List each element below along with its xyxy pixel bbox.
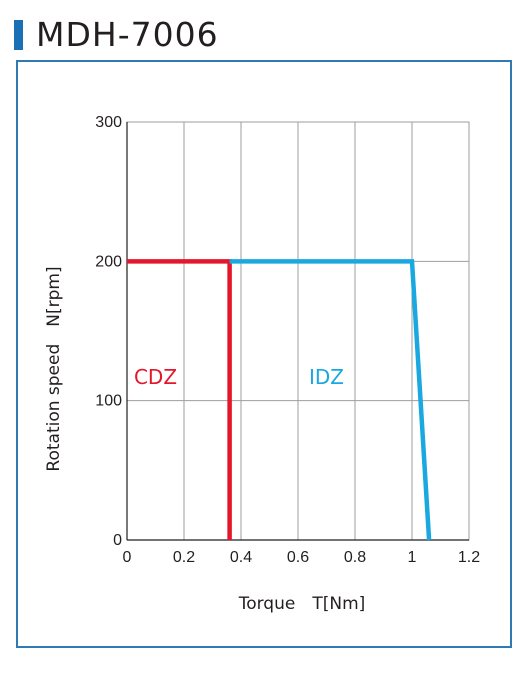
x-tick-label: 0.6 bbox=[287, 549, 309, 566]
title-accent-bar bbox=[14, 20, 23, 50]
series-label-cdz: CDZ bbox=[134, 365, 177, 389]
chart-series: CDZ IDZ bbox=[127, 259, 432, 541]
series-line-idz bbox=[229, 259, 432, 541]
chart-panel bbox=[16, 60, 512, 648]
chart-grid bbox=[126, 121, 470, 541]
x-tick-label: 0 bbox=[123, 549, 132, 566]
y-tick-label: 300 bbox=[95, 114, 122, 131]
x-tick-label: 0.4 bbox=[230, 549, 252, 566]
x-tick-label: 1 bbox=[408, 549, 417, 566]
chart-tick-labels: 0 0.2 0.4 0.6 0.8 1 1.2 0 100 200 300 bbox=[95, 114, 480, 566]
y-tick-label: 200 bbox=[95, 253, 122, 270]
y-tick-label: 100 bbox=[95, 393, 122, 410]
y-axis-label: Rotation speed N[rpm] bbox=[44, 266, 64, 471]
y-tick-label: 0 bbox=[113, 532, 122, 549]
x-tick-label: 0.2 bbox=[173, 549, 195, 566]
x-tick-label: 1.2 bbox=[458, 549, 480, 566]
series-label-idz: IDZ bbox=[309, 365, 344, 389]
page-title: MDH-7006 bbox=[36, 15, 219, 54]
x-tick-label: 0.8 bbox=[344, 549, 366, 566]
x-axis-label: Torque T[Nm] bbox=[238, 594, 366, 614]
